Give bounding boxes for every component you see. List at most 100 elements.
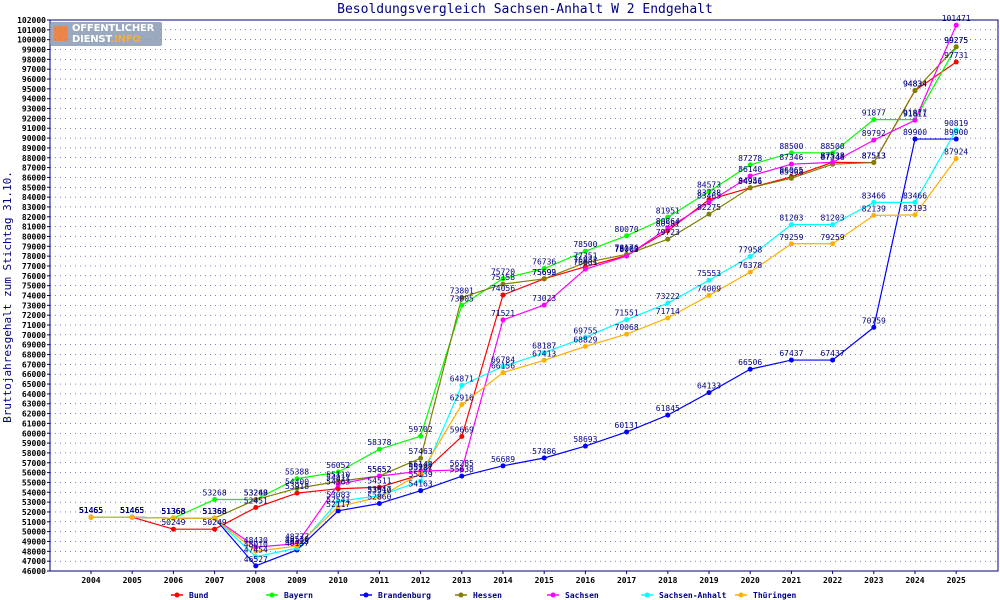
- legend-marker: [363, 592, 369, 598]
- data-label: 83466: [903, 191, 927, 200]
- data-point: [294, 543, 300, 549]
- legend-label: Sachsen-Anhalt: [659, 591, 727, 600]
- data-point: [706, 211, 712, 217]
- data-label: 89792: [862, 129, 886, 138]
- y-tick-label: 54000: [22, 488, 46, 497]
- data-label: 88500: [779, 142, 803, 151]
- data-point: [953, 136, 959, 142]
- data-label: 86065: [779, 166, 803, 175]
- data-label: 74009: [697, 284, 721, 293]
- data-label: 51368: [161, 507, 185, 516]
- y-tick-label: 61000: [22, 419, 46, 428]
- x-tick-label: 2005: [123, 576, 142, 585]
- y-tick-label: 69000: [22, 341, 46, 350]
- y-tick-label: 74000: [22, 292, 46, 301]
- data-point: [541, 302, 547, 308]
- data-label: 56148: [409, 460, 433, 469]
- data-point: [418, 455, 424, 461]
- x-tick-label: 2014: [493, 576, 512, 585]
- data-label: 66506: [738, 358, 762, 367]
- y-tick-label: 71000: [22, 321, 46, 330]
- data-labels: 51465 51465 50249 50249 52451 53918 54363 54511…: [79, 14, 971, 564]
- data-point: [335, 508, 341, 514]
- data-label: 79723: [656, 228, 680, 237]
- y-tick-label: 50000: [22, 528, 46, 537]
- data-label: 73222: [656, 292, 680, 301]
- data-point: [294, 485, 300, 491]
- data-point: [418, 478, 424, 484]
- data-label: 66156: [491, 362, 515, 371]
- y-tick-label: 94000: [22, 95, 46, 104]
- data-point: [871, 199, 877, 205]
- data-label: 51368: [161, 507, 185, 516]
- data-label: 67437: [779, 349, 803, 358]
- data-label: 79259: [821, 233, 845, 242]
- data-point: [912, 88, 918, 94]
- data-label: 101471: [942, 14, 971, 23]
- data-label: 48530: [285, 535, 309, 544]
- data-label: 48430: [244, 536, 268, 545]
- data-label: 50249: [161, 518, 185, 527]
- data-label: 56689: [491, 455, 515, 464]
- data-label: 59702: [409, 425, 433, 434]
- data-point: [624, 253, 630, 259]
- data-label: 55922: [409, 462, 433, 471]
- data-point: [912, 117, 918, 123]
- y-tick-label: 68000: [22, 351, 46, 360]
- data-label: 56052: [326, 461, 350, 470]
- data-point: [335, 498, 341, 504]
- data-point: [706, 188, 712, 194]
- y-tick-label: 91000: [22, 124, 46, 133]
- x-tick-label: 2004: [81, 576, 100, 585]
- data-label: 51465: [120, 506, 144, 515]
- data-point: [500, 281, 506, 287]
- data-point: [212, 515, 218, 521]
- data-point: [294, 476, 300, 482]
- logo-icon: [54, 26, 68, 41]
- data-label: 54811: [326, 473, 350, 482]
- data-label: 94834: [903, 80, 927, 89]
- data-label: 84951: [738, 177, 762, 186]
- logo-text-line1: OFFENTLICHER: [72, 23, 155, 34]
- data-point: [541, 276, 547, 282]
- data-label: 87513: [862, 152, 886, 161]
- data-label: 51465: [79, 506, 103, 515]
- data-point: [500, 463, 506, 469]
- chart-title: Besoldungsvergleich Sachsen-Anhalt W 2 E…: [337, 2, 713, 17]
- y-tick-label: 66000: [22, 370, 46, 379]
- data-point: [582, 343, 588, 349]
- data-label: 78063: [615, 245, 639, 254]
- data-point: [665, 412, 671, 418]
- legend: Bund Bayern Brandenburg Hessen Sachsen Sachse…: [171, 590, 797, 600]
- y-tick-label: 101000: [17, 26, 46, 35]
- legend-label: Brandenburg: [378, 591, 431, 600]
- x-tick-label: 2020: [741, 576, 760, 585]
- data-label: 87278: [738, 154, 762, 163]
- data-label: 82275: [697, 203, 721, 212]
- data-point: [129, 514, 135, 520]
- data-label: 86140: [738, 165, 762, 174]
- x-tick-label: 2023: [864, 576, 883, 585]
- data-point: [459, 382, 465, 388]
- data-label: 51368: [203, 507, 227, 516]
- y-tick-label: 63000: [22, 400, 46, 409]
- data-point: [459, 294, 465, 300]
- series-line-bund: [91, 61, 957, 530]
- y-tick-label: 48000: [22, 547, 46, 556]
- data-point: [253, 505, 259, 511]
- data-label: 53083: [326, 490, 350, 499]
- logo: OFFENTLICHER DIENST.INFO: [50, 22, 162, 46]
- legend-marker: [458, 592, 464, 598]
- data-label: 55787: [409, 464, 433, 473]
- data-label: 77958: [738, 246, 762, 255]
- y-tick-label: 73000: [22, 301, 46, 310]
- data-label: 51368: [161, 507, 185, 516]
- data-point: [582, 248, 588, 254]
- data-label: 51368: [203, 507, 227, 516]
- y-tick-label: 96000: [22, 75, 46, 84]
- data-label: 87533: [821, 151, 845, 160]
- x-tick-label: 2019: [699, 576, 718, 585]
- y-tick-label: 75000: [22, 282, 46, 291]
- data-label: 97731: [944, 51, 968, 60]
